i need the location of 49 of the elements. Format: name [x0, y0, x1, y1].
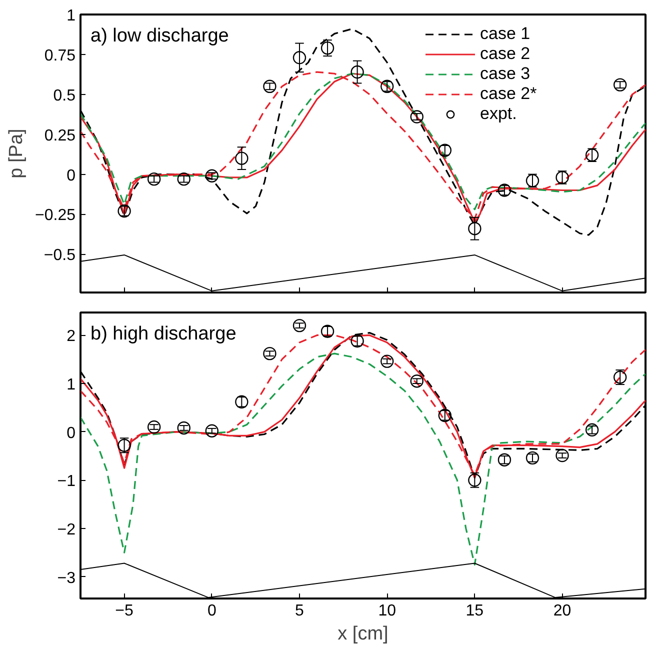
y-tick-label: 0 [66, 424, 76, 442]
point [556, 448, 569, 462]
point [147, 172, 161, 186]
y-tick-label: −2 [57, 521, 76, 538]
y-tick-label: 2 [66, 328, 76, 346]
point [263, 346, 276, 360]
y-tick-label: 0.25 [44, 127, 76, 144]
y-tick-label: −0.5 [44, 247, 76, 264]
point [526, 451, 540, 465]
text: a) low discharge [90, 26, 229, 46]
y-tick-label: −1 [57, 473, 76, 490]
point [292, 51, 306, 64]
point [410, 374, 424, 388]
x-tick-label: 5 [295, 602, 304, 620]
point [350, 65, 364, 79]
point [468, 222, 482, 236]
x-tick-label: 15 [466, 602, 484, 620]
y-tick-label: 0.75 [44, 47, 76, 64]
legend-label: case 2* [480, 84, 537, 104]
point [585, 423, 599, 436]
y-axis-title: p [Pa] [6, 128, 28, 178]
point [205, 424, 218, 438]
text: b) high discharge [90, 324, 236, 344]
point [205, 169, 218, 182]
y-tick-label: −3 [57, 570, 76, 587]
legend-label: case 3 [480, 64, 530, 84]
point [410, 110, 424, 124]
x-tick-label: 0 [207, 602, 216, 620]
point [235, 152, 248, 165]
x-axis-title: x [cm] [338, 624, 388, 644]
point [177, 172, 190, 186]
y-tick-label: 1 [66, 376, 76, 394]
x-tick-label: 20 [553, 602, 572, 620]
point [177, 421, 190, 435]
point [263, 80, 276, 93]
legend-label: case 1 [480, 24, 530, 44]
x-tick-label: 10 [378, 602, 396, 620]
legend-label: case 2 [480, 44, 530, 64]
y-tick-label: −0.25 [35, 207, 76, 224]
point [380, 354, 394, 368]
x-tick-label: −5 [115, 602, 134, 620]
y-tick-label: 0.5 [53, 87, 76, 104]
y-tick-label: 1 [66, 8, 76, 24]
y-tick-label: 0 [66, 167, 76, 184]
point [292, 318, 306, 332]
point [613, 78, 627, 92]
point [147, 420, 161, 434]
legend-label: expt. [480, 104, 517, 124]
line-series [80, 352, 646, 566]
